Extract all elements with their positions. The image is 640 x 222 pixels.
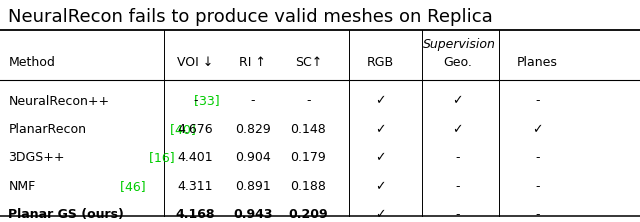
Text: PlanarRecon: PlanarRecon bbox=[8, 123, 86, 136]
Text: [40]: [40] bbox=[166, 123, 196, 136]
Text: ✓: ✓ bbox=[375, 180, 385, 193]
Text: 0.179: 0.179 bbox=[291, 151, 326, 164]
Text: 0.943: 0.943 bbox=[233, 208, 273, 221]
Text: 0.188: 0.188 bbox=[291, 180, 326, 193]
Text: [46]: [46] bbox=[116, 180, 145, 193]
Text: SC↑: SC↑ bbox=[295, 56, 322, 69]
Text: Planes: Planes bbox=[517, 56, 558, 69]
Text: ✓: ✓ bbox=[452, 95, 463, 107]
Text: ✓: ✓ bbox=[375, 208, 385, 221]
Text: ✓: ✓ bbox=[375, 123, 385, 136]
Text: -: - bbox=[455, 180, 460, 193]
Text: Geo.: Geo. bbox=[443, 56, 472, 69]
Text: 0.209: 0.209 bbox=[289, 208, 328, 221]
Text: 0.891: 0.891 bbox=[235, 180, 271, 193]
Text: NeuralRecon++: NeuralRecon++ bbox=[8, 95, 109, 107]
Text: RGB: RGB bbox=[367, 56, 394, 69]
Text: -: - bbox=[535, 180, 540, 193]
Text: -: - bbox=[250, 95, 255, 107]
Text: NeuralRecon fails to produce valid meshes on Replica: NeuralRecon fails to produce valid meshe… bbox=[8, 8, 493, 26]
Text: 4.168: 4.168 bbox=[175, 208, 215, 221]
Text: ✓: ✓ bbox=[532, 123, 543, 136]
Text: -: - bbox=[306, 95, 311, 107]
Text: RI ↑: RI ↑ bbox=[239, 56, 266, 69]
Text: [33]: [33] bbox=[189, 95, 219, 107]
Text: 0.148: 0.148 bbox=[291, 123, 326, 136]
Text: -: - bbox=[455, 151, 460, 164]
Text: 0.904: 0.904 bbox=[235, 151, 271, 164]
Text: 0.829: 0.829 bbox=[235, 123, 271, 136]
Text: ✓: ✓ bbox=[452, 123, 463, 136]
Text: Supervision: Supervision bbox=[422, 38, 495, 51]
Text: -: - bbox=[193, 95, 198, 107]
Text: VOI ↓: VOI ↓ bbox=[177, 56, 213, 69]
Text: -: - bbox=[535, 151, 540, 164]
Text: NMF: NMF bbox=[8, 180, 36, 193]
Text: ✓: ✓ bbox=[375, 151, 385, 164]
Text: 3DGS++: 3DGS++ bbox=[8, 151, 65, 164]
Text: ✓: ✓ bbox=[375, 95, 385, 107]
Text: 4.401: 4.401 bbox=[177, 151, 213, 164]
Text: -: - bbox=[535, 208, 540, 221]
Text: 4.311: 4.311 bbox=[177, 180, 213, 193]
Text: [16]: [16] bbox=[145, 151, 175, 164]
Text: Method: Method bbox=[8, 56, 55, 69]
Text: Planar GS (ours): Planar GS (ours) bbox=[8, 208, 124, 221]
Text: -: - bbox=[455, 208, 460, 221]
Text: 4.676: 4.676 bbox=[177, 123, 213, 136]
Text: -: - bbox=[535, 95, 540, 107]
